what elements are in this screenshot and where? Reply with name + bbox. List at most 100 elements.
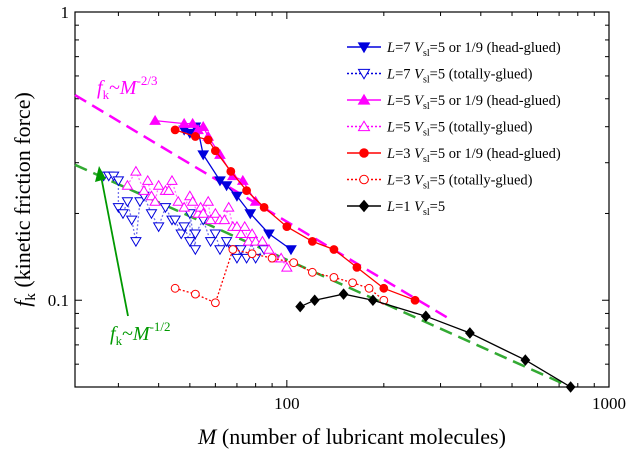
data-point-L5-total bbox=[152, 179, 165, 190]
power-law-annotations: fk~M-2/3 fk~M-1/2 bbox=[95, 73, 171, 348]
series-L3-head bbox=[170, 125, 420, 305]
data-point-L5-total bbox=[186, 195, 199, 206]
series-L5-total bbox=[121, 165, 293, 272]
x-tick-label: 1000 bbox=[592, 394, 626, 413]
legend-swatch-marker bbox=[357, 42, 371, 54]
data-point-L5-total bbox=[218, 214, 231, 225]
data-point-L3-total bbox=[329, 273, 339, 282]
data-point-L7-total bbox=[220, 237, 233, 248]
data-point-L3-head bbox=[307, 236, 317, 246]
data-point-L7-total bbox=[204, 237, 217, 248]
data-point-L1 bbox=[338, 288, 349, 300]
data-point-L7-total bbox=[121, 197, 134, 208]
data-point-L3-head bbox=[170, 125, 180, 135]
axis-labels: M (number of lubricant molecules) fk (kin… bbox=[10, 92, 506, 449]
data-point-L5-head bbox=[197, 120, 210, 131]
data-point-L7-total bbox=[214, 245, 226, 256]
data-point-L7-total bbox=[178, 222, 191, 233]
y-tick-label: 1 bbox=[61, 3, 70, 22]
legend-item-L1: L=1 Vsl=5 bbox=[347, 199, 445, 218]
legend-label: L=5 Vsl=5 or 1/9 (head-glued) bbox=[386, 93, 561, 112]
data-point-L3-head bbox=[203, 135, 213, 145]
data-point-L7-total bbox=[152, 222, 165, 233]
data-point-L7-total bbox=[235, 245, 247, 256]
data-point-L5-total bbox=[280, 261, 293, 272]
data-point-L3-head bbox=[210, 146, 220, 156]
data-point-L5-total bbox=[242, 235, 255, 246]
data-point-L7-total bbox=[189, 229, 202, 240]
data-point-L3-head bbox=[190, 132, 200, 141]
data-point-L5-total bbox=[138, 184, 150, 195]
data-point-L5-total bbox=[141, 174, 154, 185]
legend-label: L=1 Vsl=5 bbox=[386, 199, 445, 218]
data-point-L3-head bbox=[329, 245, 339, 254]
legend-item-L3-total: L=3 Vsl=5 (totally-glued) bbox=[347, 173, 533, 192]
data-point-L7-total bbox=[112, 176, 125, 187]
data-point-L5-total bbox=[209, 207, 222, 218]
data-point-L5-total bbox=[162, 184, 175, 195]
green-arrow-shaft bbox=[100, 175, 129, 317]
data-point-L5-total bbox=[172, 195, 185, 206]
data-point-L5-total bbox=[121, 179, 134, 190]
series-line-L5-head bbox=[155, 119, 257, 202]
legend-item-L7-head: L=7 Vsl=5 or 1/9 (head-glued) bbox=[347, 40, 561, 59]
data-point-L3-total bbox=[170, 283, 180, 293]
data-point-L7-head bbox=[214, 176, 226, 187]
data-point-L3-head bbox=[226, 166, 236, 176]
data-point-L7-total bbox=[112, 203, 125, 214]
data-point-L7-head bbox=[220, 181, 233, 192]
legend-label: L=3 Vsl=5 or 1/9 (head-glued) bbox=[386, 146, 561, 165]
series-L1 bbox=[295, 288, 576, 393]
data-point-L5-total bbox=[166, 174, 178, 185]
data-point-L3-total bbox=[348, 278, 358, 288]
data-point-L5-total bbox=[263, 243, 275, 254]
data-point-L5-total bbox=[204, 214, 217, 225]
series-L7-total bbox=[97, 171, 270, 264]
data-point-L5-total bbox=[197, 207, 210, 218]
data-point-L3-head bbox=[379, 283, 389, 293]
data-point-L5-total bbox=[178, 201, 191, 212]
data-point-L1 bbox=[520, 354, 531, 366]
y-tick-label: 0.1 bbox=[48, 291, 69, 310]
x-axis-label: M (number of lubricant molecules) bbox=[197, 424, 506, 449]
data-point-L7-total bbox=[117, 209, 129, 220]
data-point-L7-head bbox=[231, 191, 243, 202]
data-point-L3-total bbox=[190, 289, 200, 299]
data-point-L5-total bbox=[145, 190, 158, 201]
legend-label: L=5 Vsl=5 (totally-glued) bbox=[386, 120, 533, 139]
data-point-L7-total bbox=[145, 209, 158, 220]
legend-swatch-marker bbox=[357, 120, 371, 132]
legend-swatch-marker bbox=[358, 199, 370, 213]
legend-item-L5-head: L=5 Vsl=5 or 1/9 (head-glued) bbox=[347, 93, 561, 112]
legend-label: L=7 Vsl=5 or 1/9 (head-glued) bbox=[386, 40, 561, 59]
data-point-L3-total bbox=[210, 298, 220, 308]
legend-item-L5-total: L=5 Vsl=5 (totally-glued) bbox=[347, 120, 533, 139]
data-point-L3-total bbox=[364, 283, 374, 293]
y-axis-label: fk (kinetic friction force) bbox=[10, 92, 39, 307]
magenta-fit-line bbox=[74, 93, 449, 319]
legend-swatch-marker bbox=[357, 68, 371, 80]
data-point-L1 bbox=[464, 327, 475, 339]
legend-item-L7-total: L=7 Vsl=5 (totally-glued) bbox=[347, 67, 533, 86]
data-point-L7-head bbox=[285, 245, 297, 256]
data-point-L3-total bbox=[247, 249, 257, 259]
data-point-L3-head bbox=[282, 222, 292, 232]
data-point-L1 bbox=[565, 381, 576, 393]
data-point-L7-total bbox=[134, 197, 146, 208]
data-point-L5-head bbox=[186, 117, 199, 128]
data-point-L3-head bbox=[352, 262, 362, 272]
data-point-L5-total bbox=[246, 228, 258, 239]
data-point-L5-total bbox=[222, 201, 235, 212]
data-point-L7-total bbox=[125, 215, 138, 226]
data-point-L3-total bbox=[289, 258, 299, 268]
data-point-L5-total bbox=[231, 220, 243, 231]
data-point-L7-total bbox=[189, 245, 202, 256]
data-point-L7-total bbox=[231, 253, 243, 264]
data-point-L3-head bbox=[259, 202, 269, 212]
x-tick-label: 100 bbox=[274, 394, 300, 413]
magenta-power-law-label: fk~M-2/3 bbox=[97, 73, 158, 102]
axis-ticks: 100 1000 0.1 1 bbox=[48, 3, 626, 413]
data-point-L7-total bbox=[209, 229, 222, 240]
plot-frame bbox=[74, 11, 610, 388]
